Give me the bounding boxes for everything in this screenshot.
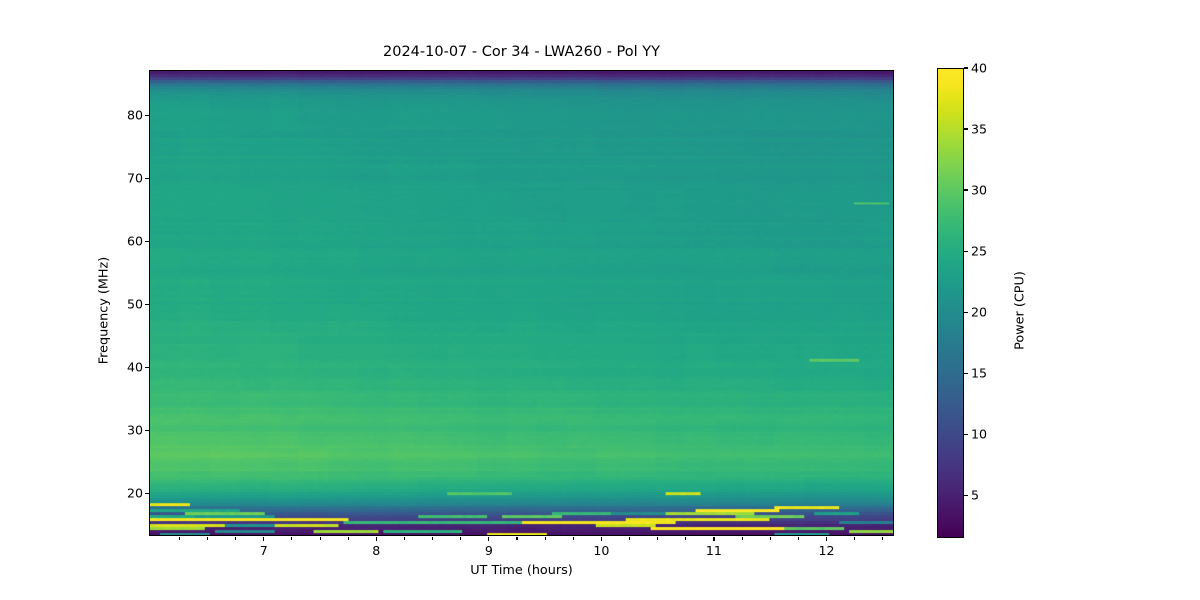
colorbar-tick-mark <box>964 189 968 191</box>
y-tick-label: 40 <box>126 359 143 375</box>
x-tick-minor-mark <box>206 537 209 540</box>
x-tick-minor-mark <box>347 537 349 540</box>
x-tick-minor-mark <box>685 537 687 540</box>
colorbar-gradient <box>938 69 963 537</box>
y-tick-label: 20 <box>126 485 143 501</box>
y-tick-mark <box>145 429 149 431</box>
x-tick-minor-mark <box>291 537 293 540</box>
colorbar-tick-label: 30 <box>971 182 988 198</box>
y-axis-label: Frequency (MHz) <box>96 256 112 365</box>
colorbar-tick-mark <box>964 433 968 435</box>
colorbar-label: Power (CPU) <box>1012 271 1028 350</box>
y-tick-label: 50 <box>126 296 143 312</box>
y-tick-label: 30 <box>126 422 143 438</box>
x-tick-minor-mark <box>882 537 884 540</box>
y-tick-mark <box>145 240 149 242</box>
x-tick-mark <box>825 537 828 541</box>
x-tick-label: 11 <box>705 543 722 558</box>
x-tick-minor-mark <box>235 537 237 540</box>
x-tick-minor-mark <box>178 537 180 540</box>
colorbar-tick-label: 20 <box>971 304 988 320</box>
colorbar-tick-mark <box>964 67 968 69</box>
colorbar-tick-label: 5 <box>971 487 980 503</box>
colorbar-tick-label: 25 <box>971 243 988 259</box>
x-tick-minor-mark <box>460 537 462 540</box>
x-tick-label: 10 <box>593 543 610 558</box>
x-tick-mark <box>600 537 602 541</box>
colorbar-tick-mark <box>964 250 968 252</box>
y-tick-label: 70 <box>126 170 143 186</box>
colorbar-tick-mark <box>964 311 968 313</box>
y-tick-label: 60 <box>126 233 143 249</box>
colorbar-tick-label: 35 <box>971 121 988 137</box>
y-tick-mark <box>145 492 149 494</box>
x-tick-minor-mark <box>319 537 321 540</box>
colorbar-tick-mark <box>964 128 968 130</box>
x-tick-label: 8 <box>372 543 381 558</box>
x-tick-minor-mark <box>797 537 799 540</box>
x-tick-label: 12 <box>818 543 835 558</box>
heatmap-image <box>150 71 893 535</box>
x-tick-minor-mark <box>432 537 434 540</box>
y-tick-mark <box>145 177 149 179</box>
x-tick-minor-mark <box>628 537 631 540</box>
spectrogram-axes[interactable] <box>149 70 894 536</box>
x-tick-label: 9 <box>484 543 493 558</box>
x-tick-minor-mark <box>769 537 771 540</box>
y-tick-mark <box>145 303 149 305</box>
y-tick-mark <box>145 114 149 116</box>
x-tick-minor-mark <box>544 537 546 540</box>
page-title: 2024-10-07 - Cor 34 - LWA260 - Pol YY <box>383 44 660 60</box>
y-tick-mark <box>145 366 149 368</box>
x-tick-mark <box>375 537 377 541</box>
x-tick-label: 7 <box>259 543 268 558</box>
x-tick-mark <box>713 537 715 541</box>
colorbar-tick-mark <box>964 372 968 374</box>
colorbar-tick-label: 40 <box>971 60 988 76</box>
x-tick-minor-mark <box>572 537 574 540</box>
colorbar[interactable] <box>937 68 964 538</box>
colorbar-tick-label: 10 <box>971 426 988 442</box>
x-tick-minor-mark <box>516 537 518 540</box>
x-tick-mark <box>263 537 265 541</box>
x-tick-minor-mark <box>854 537 856 540</box>
x-axis-label: UT Time (hours) <box>470 563 573 578</box>
colorbar-tick-mark <box>964 494 968 496</box>
x-tick-minor-mark <box>657 537 659 540</box>
colorbar-tick-label: 15 <box>971 365 988 381</box>
x-tick-mark <box>488 537 490 541</box>
y-tick-label: 80 <box>126 107 143 123</box>
x-tick-minor-mark <box>403 537 405 540</box>
x-tick-minor-mark <box>741 537 743 540</box>
